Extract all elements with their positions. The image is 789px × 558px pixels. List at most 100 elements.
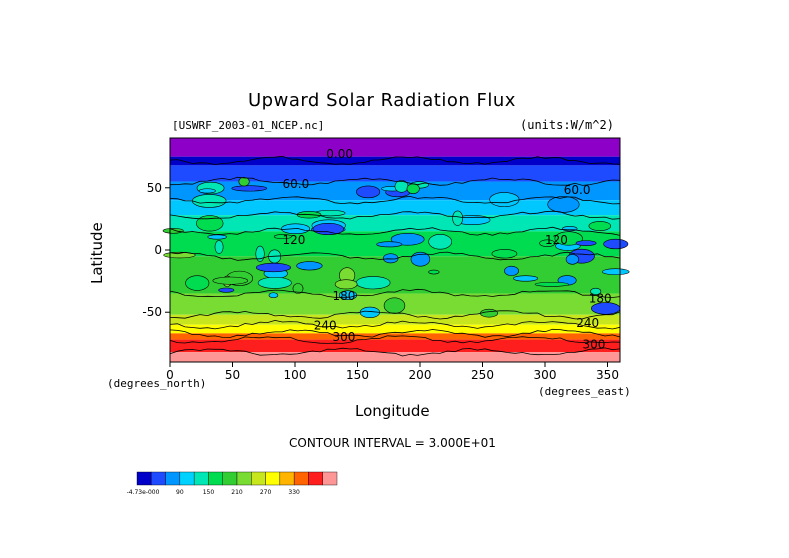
- contour-patch: [588, 221, 612, 231]
- x-tick-label: 250: [471, 368, 494, 382]
- contour-patch: [554, 231, 583, 246]
- contour-band: [170, 314, 620, 325]
- contour-patch: [312, 223, 345, 236]
- y-tick-label: -50: [142, 305, 162, 319]
- y-tick-label: 0: [154, 243, 162, 257]
- contour-patch: [231, 185, 268, 192]
- contour-patch: [590, 287, 602, 295]
- contour-patch: [296, 261, 323, 271]
- contour-patch: [575, 240, 597, 246]
- contour-line: [169, 328, 621, 338]
- contour-patch: [268, 292, 279, 299]
- contour-band: [170, 339, 620, 353]
- contour-patch: [334, 279, 358, 290]
- contour-patch: [562, 226, 578, 232]
- contour-line: [169, 288, 621, 298]
- y-unit-label: (degrees_north): [107, 377, 207, 390]
- contour-patch: [196, 215, 224, 232]
- contour-band: [170, 352, 620, 362]
- x-tick-label: 300: [534, 368, 557, 382]
- y-tick-label: 50: [147, 181, 162, 195]
- contour-patch: [452, 210, 464, 226]
- contour-label: 300: [333, 330, 356, 344]
- contour-line: [169, 176, 621, 186]
- contour-patch: [162, 227, 184, 234]
- y-axis-label: Latitude: [88, 222, 106, 284]
- source-file-label: [USWRF_2003-01_NCEP.nc]: [172, 119, 325, 132]
- contour-patch: [410, 251, 431, 267]
- contour-patch: [489, 192, 520, 208]
- contour-band: [170, 324, 620, 334]
- contour-patch: [355, 276, 391, 290]
- contour-patch: [238, 176, 250, 187]
- colorbar-tick-label: 90: [176, 489, 184, 496]
- contour-patch: [428, 269, 440, 275]
- contour-label: 180: [589, 291, 612, 305]
- contour-patch: [565, 254, 579, 265]
- contour-patch: [212, 276, 249, 285]
- colorbar-swatch: [151, 471, 166, 486]
- colorbar-swatch: [165, 471, 181, 486]
- x-unit-label: (degrees_east): [538, 385, 631, 398]
- colorbar-tick-label: 210: [231, 489, 243, 496]
- contour-patch: [376, 241, 403, 248]
- contour-label: 60.0: [283, 177, 310, 191]
- contour-label: 120: [283, 233, 306, 247]
- contour-patch: [428, 233, 453, 250]
- contour-patch: [547, 196, 580, 213]
- colorbar-swatch: [193, 471, 209, 486]
- colorbar-swatch: [208, 471, 223, 486]
- colorbar-tick-label: -4.73e-000: [127, 489, 160, 496]
- colorbar-swatch: [179, 471, 195, 486]
- contour-line: [169, 335, 621, 344]
- contour-patch: [273, 234, 292, 240]
- colorbar-swatch: [293, 471, 309, 486]
- contour-patch: [491, 249, 518, 259]
- contour-patch: [198, 188, 216, 194]
- contour-label: 180: [333, 289, 356, 303]
- colorbar-swatch: [322, 471, 338, 486]
- contour-patch: [513, 275, 539, 282]
- contour-patch: [603, 238, 629, 250]
- contour-line: [169, 347, 621, 357]
- colorbar-swatch: [279, 471, 295, 486]
- colorbar-swatch: [251, 471, 266, 486]
- x-tick-label: 0: [166, 368, 174, 382]
- contour-patch: [207, 234, 227, 240]
- colorbar-swatch: [222, 471, 238, 486]
- contour-patch: [214, 240, 224, 254]
- contour-patch: [255, 245, 265, 262]
- units-label: (units:W/m^2): [520, 118, 614, 132]
- contour-patch: [255, 262, 292, 273]
- contour-band: [170, 165, 620, 182]
- x-tick-label: 200: [409, 368, 432, 382]
- contour-patch: [383, 297, 406, 314]
- colorbar-swatch: [136, 471, 152, 486]
- contour-label: 240: [314, 319, 337, 333]
- colorbar-swatch: [265, 471, 281, 486]
- contour-line: [169, 310, 621, 320]
- contour-label: 300: [583, 337, 606, 351]
- contour-patch: [218, 287, 235, 293]
- contour-patch: [356, 185, 381, 199]
- contour-label: 240: [576, 316, 599, 330]
- contour-interval-text: CONTOUR INTERVAL = 3.000E+01: [289, 436, 496, 450]
- contour-line: [169, 195, 621, 205]
- contour-patch: [257, 276, 292, 289]
- contour-patch: [504, 265, 519, 276]
- contour-patch: [480, 308, 498, 318]
- contour-patch: [601, 268, 630, 276]
- colorbar-swatch: [236, 471, 252, 486]
- contour-line: [169, 251, 621, 261]
- contour-line: [169, 319, 621, 330]
- contour-label: 60.0: [564, 183, 591, 197]
- x-tick-label: 50: [225, 368, 240, 382]
- contour-patch: [185, 275, 210, 291]
- contour-line: [169, 210, 621, 220]
- contour-band: [170, 215, 620, 232]
- colorbar-swatch: [308, 471, 323, 486]
- contour-patch: [534, 281, 569, 287]
- colorbar-tick-label: 150: [203, 489, 215, 496]
- x-tick-label: 150: [346, 368, 369, 382]
